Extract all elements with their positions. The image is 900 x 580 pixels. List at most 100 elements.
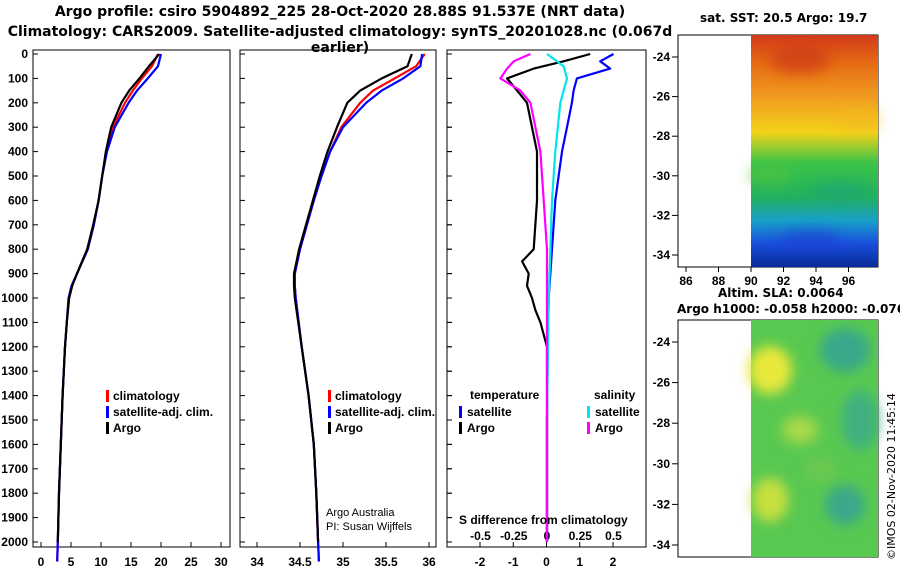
depth-tick-label: 300 — [8, 120, 28, 134]
series-line-argo — [56, 53, 161, 543]
series-line-climatology — [56, 53, 159, 562]
legend-swatch-climatology — [106, 390, 109, 402]
depth-tick-label: 400 — [8, 145, 28, 159]
difference-lines — [499, 52, 615, 542]
x-tick-label: 2 — [610, 555, 617, 569]
lat-tick-label: -32 — [653, 497, 671, 511]
depth-tick-label: 800 — [8, 242, 28, 256]
x-tick-label: 20 — [154, 555, 168, 569]
x-tick-label: 34 — [250, 555, 264, 569]
series-line-climatology — [293, 53, 426, 562]
legend-label-satellite: satellite-adj. clim. — [335, 405, 435, 419]
x-tick-label: 15 — [124, 555, 138, 569]
annotation-argo-australia: Argo Australia — [326, 507, 395, 519]
sal-diff-tick-label: -0.5 — [470, 529, 491, 543]
depth-tick-label: 500 — [8, 169, 28, 183]
legend-label-sal-satellite: satellite — [595, 405, 640, 419]
temperature-axis: 0 5 10 15 20 25 30 — [38, 542, 228, 569]
salinity-axis: 34 34.5 35 35.5 36 — [250, 542, 436, 569]
x-tick-label: 35.5 — [374, 555, 398, 569]
series-line-satellite-adj-clim- — [56, 53, 163, 562]
legend-label-satellite: satellite-adj. clim. — [113, 405, 213, 419]
legend-swatch-temp-argo — [459, 422, 462, 434]
depth-tick-label: 1400 — [1, 389, 28, 403]
legend-header-temperature: temperature — [470, 388, 540, 402]
x-tick-label: 0 — [38, 555, 45, 569]
legend-header-salinity: salinity — [594, 388, 636, 402]
series-line-salinity-satellite — [545, 53, 569, 542]
depth-tick-label: 0 — [21, 47, 28, 61]
lat-tick-label: -24 — [653, 50, 671, 64]
depth-tick-label: 700 — [8, 218, 28, 232]
sal-diff-tick-label: 0.5 — [605, 529, 622, 543]
x-tick-label: 25 — [184, 555, 198, 569]
legend-label-temp-argo: Argo — [467, 421, 495, 435]
title-line-1: Argo profile: csiro 5904892_225 28-Oct-2… — [54, 4, 626, 20]
legend-label-argo: Argo — [113, 421, 141, 435]
lon-tick-label: 94 — [809, 274, 823, 288]
depth-tick-label: 1800 — [1, 486, 28, 500]
x-tick-label: 34.5 — [288, 555, 312, 569]
temperature-panel-frame — [32, 49, 231, 548]
sla-title-2: Argo h1000: -0.058 h2000: -0.076 — [677, 302, 900, 316]
difference-legend: temperature salinity satellite Argo sate… — [459, 388, 640, 527]
x-tick-label: -1 — [508, 555, 519, 569]
lat-tick-label: -28 — [653, 129, 671, 143]
annotation-pi: PI: Susan Wijffels — [326, 521, 412, 533]
temperature-legend: climatology satellite-adj. clim. Argo — [106, 389, 213, 435]
legend-label-argo: Argo — [335, 421, 363, 435]
series-line-temperature-argo — [506, 52, 591, 542]
legend-swatch-sal-argo — [587, 422, 590, 434]
series-line-satellite-adj-clim- — [293, 53, 424, 562]
legend-swatch-satellite — [106, 406, 109, 418]
sal-diff-tick-label: -0.25 — [500, 529, 528, 543]
depth-tick-label: 1200 — [1, 340, 28, 354]
difference-caption: S difference from climatology — [459, 513, 628, 527]
series-line-argo — [292, 53, 413, 543]
legend-label-temp-satellite: satellite — [467, 405, 512, 419]
legend-swatch-temp-satellite — [459, 406, 462, 418]
lon-tick-label: 92 — [777, 274, 791, 288]
sst-map: -24 -26 -28 -30 -32 -34 86 88 90 92 94 96 — [653, 34, 880, 288]
sla-map: -24 -26 -28 -30 -32 -34 — [653, 319, 879, 558]
depth-tick-label: 1700 — [1, 462, 28, 476]
lat-tick-label: -24 — [653, 335, 671, 349]
sst-map-axis: -24 -26 -28 -30 -32 -34 86 88 90 92 94 96 — [653, 50, 856, 288]
sla-title-1: Altim. SLA: 0.0064 — [718, 286, 844, 300]
lat-tick-label: -30 — [653, 169, 671, 183]
x-tick-label: 5 — [68, 555, 75, 569]
lat-tick-label: -30 — [653, 457, 671, 471]
lat-tick-label: -28 — [653, 416, 671, 430]
lat-tick-label: -32 — [653, 208, 671, 222]
lat-tick-label: -26 — [653, 376, 671, 390]
lat-tick-label: -34 — [653, 538, 671, 552]
lon-tick-label: 86 — [679, 274, 693, 288]
depth-tick-label: 2000 — [1, 535, 28, 549]
depth-tick-label: 200 — [8, 96, 28, 110]
legend-swatch-argo — [328, 422, 331, 434]
series-line-salinity-argo — [499, 52, 549, 542]
lon-tick-label: 96 — [842, 274, 856, 288]
x-tick-label: 35 — [336, 555, 350, 569]
lat-tick-label: -34 — [653, 248, 671, 262]
sla-map-axis: -24 -26 -28 -30 -32 -34 — [653, 335, 678, 552]
depth-tick-label: 900 — [8, 267, 28, 281]
legend-swatch-satellite — [328, 406, 331, 418]
depth-tick-label: 1900 — [1, 511, 28, 525]
depth-tick-label: 1500 — [1, 413, 28, 427]
x-tick-label: 1 — [576, 555, 583, 569]
legend-swatch-climatology — [328, 390, 331, 402]
legend-swatch-sal-satellite — [587, 406, 590, 418]
salinity-lines — [292, 53, 426, 562]
title-line-2: Climatology: CARS2009. Satellite-adjuste… — [7, 24, 673, 56]
x-tick-label: 0 — [543, 555, 550, 569]
depth-axis: 0 100 200 300 400 500 600 700 800 900 1000 1100 1200… — [1, 47, 452, 549]
legend-label-climatology: climatology — [335, 389, 402, 403]
x-tick-label: 30 — [214, 555, 228, 569]
salinity-legend: climatology satellite-adj. clim. Argo Ar… — [326, 389, 435, 533]
depth-tick-label: 1100 — [2, 315, 28, 329]
legend-swatch-argo — [106, 422, 109, 434]
depth-tick-label: 600 — [8, 193, 28, 207]
legend-label-sal-argo: Argo — [595, 421, 623, 435]
